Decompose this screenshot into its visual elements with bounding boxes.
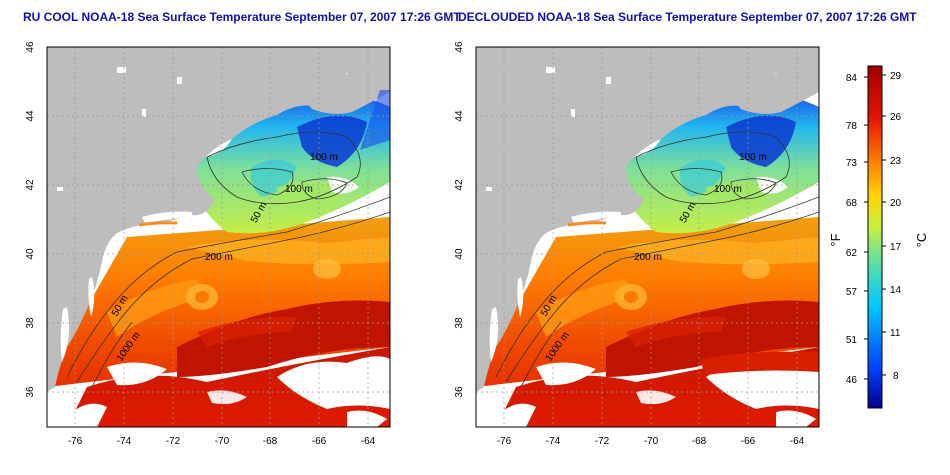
x-tick-label: -70 <box>644 436 659 447</box>
contour-label: 100 m <box>285 184 313 195</box>
x-tick-label: -64 <box>790 436 805 447</box>
x-tick-label: -66 <box>741 436 756 447</box>
celsius-tick-label: 20 <box>890 198 902 209</box>
y-tick-label: 36 <box>454 386 465 398</box>
x-tick-label: -74 <box>117 436 132 447</box>
fahrenheit-tick-label: 62 <box>846 248 858 259</box>
y-tick-label: 42 <box>25 179 36 191</box>
y-tick-label: 44 <box>454 110 465 122</box>
y-tick-label: 36 <box>25 386 36 398</box>
y-tick-label: 38 <box>25 317 36 329</box>
colorbar-gradient <box>867 65 883 409</box>
colorbar: 84 78 73 68 62 57 51 46 29 26 23 20 17 1… <box>828 65 929 409</box>
contour-label: 200 m <box>634 252 662 263</box>
celsius-tick-label: 29 <box>890 71 902 82</box>
x-tick-label: -72 <box>166 436 181 447</box>
map-panel-left: 100 m 100 m 50 m 200 m 50 m 1000 m -76 -… <box>25 41 391 447</box>
celsius-axis-label: °C <box>914 233 929 248</box>
x-tick-label: -70 <box>215 436 230 447</box>
x-tick-label: -76 <box>68 436 83 447</box>
y-tick-label: 46 <box>25 41 36 53</box>
contour-label: 100 m <box>714 184 742 195</box>
map-panel-right: 100 m 100 m 50 m 200 m 50 m 1000 m -76 -… <box>454 41 820 447</box>
y-tick-label: 46 <box>454 41 465 53</box>
x-tick-label: -72 <box>595 436 610 447</box>
x-tick-label: -68 <box>692 436 707 447</box>
x-tick-label: -64 <box>361 436 376 447</box>
celsius-tick-label: 8 <box>893 371 899 382</box>
fahrenheit-tick-label: 84 <box>846 73 858 84</box>
contour-label: 200 m <box>205 252 233 263</box>
x-tick-label: -74 <box>546 436 561 447</box>
celsius-tick-label: 26 <box>890 112 902 123</box>
fahrenheit-tick-label: 73 <box>846 158 858 169</box>
celsius-tick-label: 11 <box>890 328 901 339</box>
x-tick-label: -68 <box>263 436 278 447</box>
y-tick-label: 38 <box>454 317 465 329</box>
celsius-tick-label: 14 <box>890 285 902 296</box>
fahrenheit-tick-label: 46 <box>846 375 858 386</box>
fahrenheit-tick-label: 68 <box>846 198 858 209</box>
y-tick-label: 42 <box>454 179 465 191</box>
map-title-left: RU COOL NOAA-18 Sea Surface Temperature … <box>23 10 461 24</box>
map-title-right: DECLOUDED NOAA-18 Sea Surface Temperatur… <box>458 10 917 24</box>
contour-label: 100 m <box>310 152 338 163</box>
celsius-tick-label: 23 <box>890 156 902 167</box>
y-tick-label: 40 <box>25 248 36 260</box>
x-tick-label: -76 <box>497 436 512 447</box>
celsius-tick-label: 17 <box>890 242 902 253</box>
contour-label: 100 m <box>739 152 767 163</box>
y-tick-label: 40 <box>454 248 465 260</box>
fahrenheit-tick-label: 78 <box>846 121 858 132</box>
fahrenheit-axis-label: °F <box>828 233 843 246</box>
y-tick-label: 44 <box>25 110 36 122</box>
fahrenheit-tick-label: 57 <box>846 287 858 298</box>
x-tick-label: -66 <box>312 436 327 447</box>
fahrenheit-tick-label: 51 <box>846 335 858 346</box>
